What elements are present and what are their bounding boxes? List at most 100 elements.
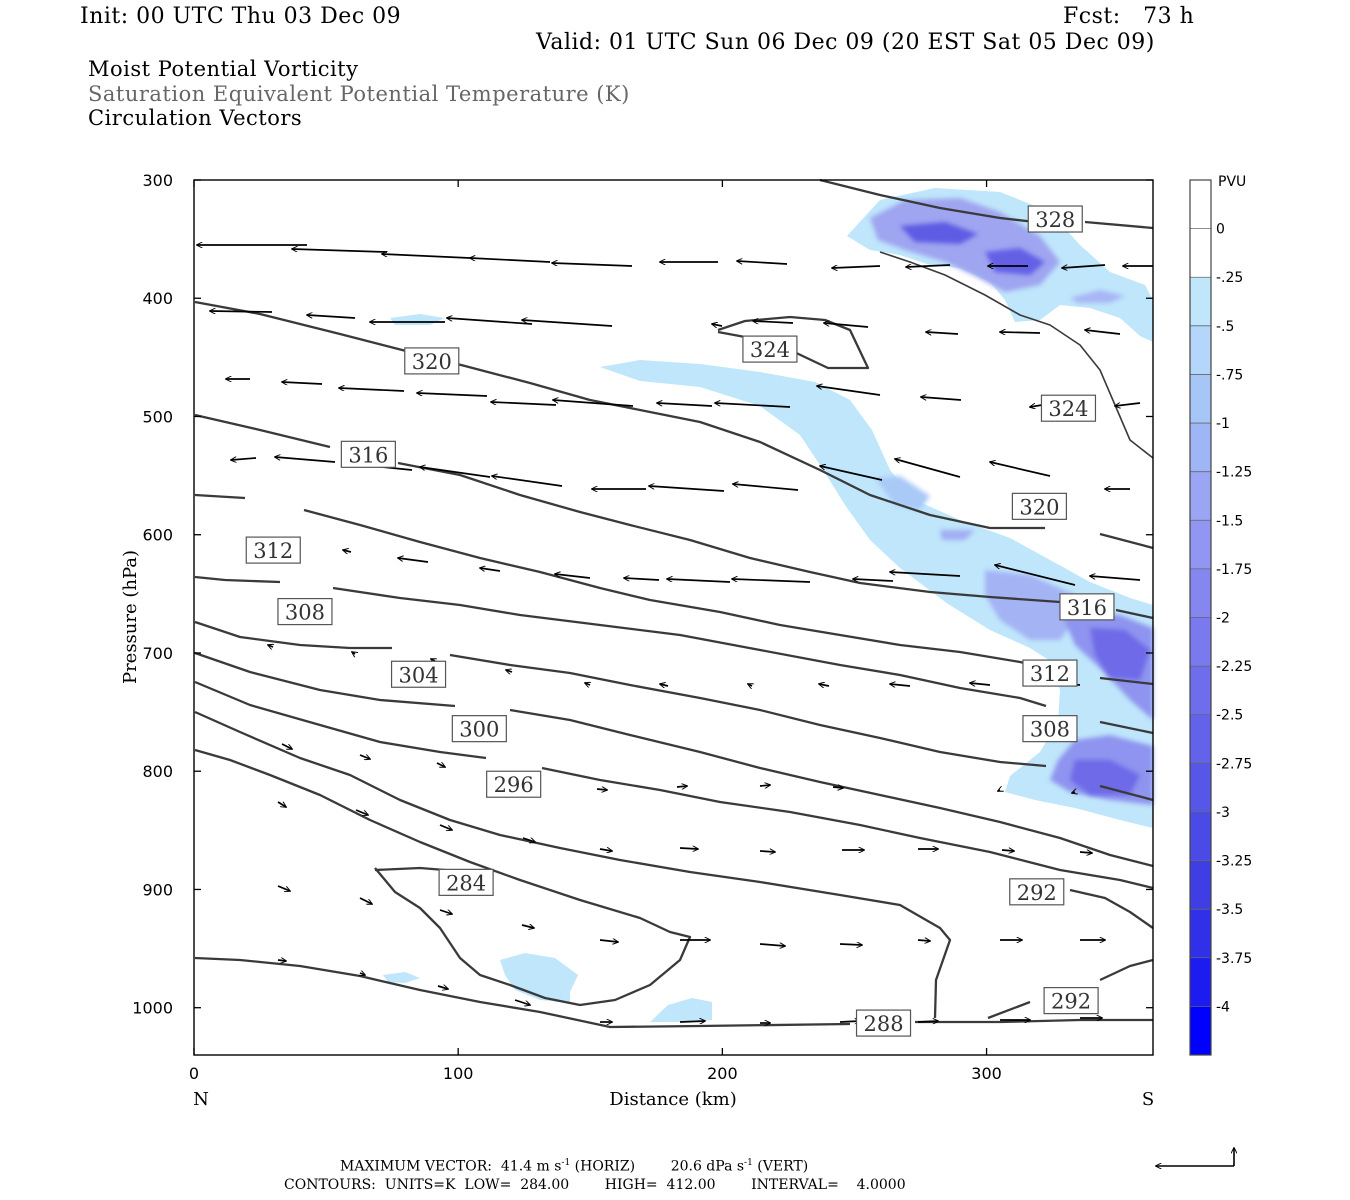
y-tick-label: 900 bbox=[142, 880, 173, 899]
pv-shading bbox=[383, 188, 1153, 1022]
max-vector-info: MAXIMUM VECTOR: 41.4 m s-1 (HORIZ) 20.6 … bbox=[340, 1158, 809, 1175]
circulation-vector bbox=[553, 400, 634, 407]
circulation-vector bbox=[522, 837, 535, 842]
colorbar-label: 0 bbox=[1216, 222, 1225, 238]
circulation-vector bbox=[660, 684, 669, 686]
y-tick-label: 400 bbox=[142, 289, 173, 308]
pv-colorbar: 0 -.25 -.5 -.75 -1 -1.25 -1.5 -1.75 -2 -2.25 -2.5 -… bbox=[1189, 179, 1252, 1056]
isentrope-292-right bbox=[1069, 888, 1154, 929]
colorbar-label: -3.25 bbox=[1216, 854, 1252, 870]
circulation-vector bbox=[307, 315, 356, 319]
x-end-label-south: S bbox=[1142, 1089, 1154, 1110]
contour-label: 312 bbox=[1030, 662, 1070, 686]
circulation-vector bbox=[832, 266, 881, 268]
colorbar-label: -1 bbox=[1216, 416, 1230, 432]
y-tick-label: 300 bbox=[142, 171, 173, 190]
colorbar-label: -3 bbox=[1216, 805, 1230, 821]
circulation-vector bbox=[906, 265, 951, 267]
circulation-vector bbox=[439, 909, 452, 914]
y-axis-label: Pressure (hPa) bbox=[120, 550, 141, 684]
x-axis: 0 100 200 300 bbox=[189, 180, 1002, 1083]
isentrope-292-lower bbox=[987, 958, 1154, 1020]
init-time: Init: 00 UTC Thu 03 Dec 09 bbox=[80, 4, 402, 29]
contour-label-box bbox=[486, 770, 542, 798]
colorbar-label: -2 bbox=[1216, 611, 1230, 627]
x-tick-label: 100 bbox=[443, 1064, 474, 1083]
circulation-vector bbox=[819, 684, 830, 686]
circulation-vector bbox=[439, 824, 452, 830]
contour-label-box bbox=[1009, 878, 1065, 906]
colorbar-swatch bbox=[1190, 666, 1211, 716]
y-tick-label: 600 bbox=[142, 526, 173, 545]
isentrope-312 bbox=[194, 493, 1154, 686]
field-title-mpv: Moist Potential Vorticity bbox=[88, 57, 359, 81]
circulation-vector bbox=[277, 960, 286, 961]
circulation-vector bbox=[343, 550, 352, 552]
colorbar-swatch bbox=[1190, 860, 1211, 910]
circulation-vector bbox=[748, 683, 752, 686]
circulation-vector bbox=[679, 848, 698, 849]
circulation-vector bbox=[470, 258, 551, 263]
circulation-vector bbox=[657, 403, 713, 407]
colorbar-label: -2.75 bbox=[1216, 756, 1252, 772]
circulation-vector bbox=[417, 393, 488, 397]
contour-label-box bbox=[742, 335, 798, 363]
contour-label: 304 bbox=[399, 663, 439, 687]
circulation-vector bbox=[420, 467, 491, 478]
circulation-vector bbox=[890, 572, 961, 577]
circulation-vector bbox=[231, 458, 257, 460]
circulation-vector bbox=[521, 925, 534, 928]
contour-label-box bbox=[1027, 205, 1083, 233]
circulation-vector bbox=[277, 885, 290, 891]
colorbar-label: -2.25 bbox=[1216, 659, 1252, 675]
circulation-vector bbox=[447, 318, 533, 325]
isentrope-308 bbox=[194, 575, 1154, 735]
y-tick-label: 500 bbox=[142, 407, 173, 426]
colorbar-swatch bbox=[1190, 180, 1211, 230]
contour-label: 316 bbox=[1067, 596, 1107, 620]
circulation-vector bbox=[382, 254, 471, 259]
circulation-vector bbox=[759, 851, 775, 852]
contour-label: 320 bbox=[1019, 495, 1059, 519]
circulation-vector bbox=[926, 332, 959, 334]
colorbar-label: -1.25 bbox=[1216, 465, 1252, 481]
circulation-vector bbox=[1000, 332, 1041, 333]
pv-region-dark bbox=[900, 222, 1150, 795]
circulation-vector bbox=[679, 1021, 705, 1022]
colorbar-label: -2.5 bbox=[1216, 708, 1243, 724]
contour-label-box bbox=[1011, 492, 1067, 520]
circulation-vector bbox=[282, 382, 323, 384]
circulation-vector bbox=[753, 321, 794, 323]
colorbar-swatch bbox=[1190, 1006, 1211, 1056]
circulation-vector bbox=[1115, 402, 1141, 406]
colorbar-label: -1.75 bbox=[1216, 562, 1252, 578]
isentrope-320 bbox=[194, 300, 1154, 550]
circulation-vector bbox=[339, 388, 405, 392]
colorbar-swatch bbox=[1190, 811, 1211, 862]
colorbar-swatch bbox=[1190, 423, 1211, 473]
circulation-vector bbox=[555, 574, 591, 579]
circulation-vector bbox=[360, 973, 365, 975]
circulation-vector bbox=[712, 324, 723, 326]
contour-label: 308 bbox=[1030, 718, 1070, 742]
circulation-vector bbox=[759, 785, 770, 786]
contour-labels: 328 324 324 320 320 316 316 312 312 308 308 304 300 2… bbox=[245, 205, 1115, 1037]
circulation-vector bbox=[995, 565, 1076, 586]
contour-label: 300 bbox=[459, 718, 499, 742]
circulation-vector bbox=[1085, 330, 1121, 335]
circulation-vector bbox=[649, 486, 725, 492]
colorbar-swatch bbox=[1190, 277, 1211, 327]
contour-label: 320 bbox=[412, 350, 452, 374]
colorbar-swatch bbox=[1190, 763, 1211, 813]
circulation-vector bbox=[268, 645, 273, 647]
circulation-vector bbox=[817, 386, 881, 396]
contour-label: 328 bbox=[1035, 208, 1075, 232]
x-tick-label: 200 bbox=[707, 1064, 738, 1083]
contour-label-box bbox=[404, 347, 460, 375]
contour-label-box bbox=[438, 868, 494, 896]
colorbar-label: -3.5 bbox=[1216, 902, 1243, 918]
x-tick-label: 0 bbox=[189, 1064, 199, 1083]
y-tick-label: 1000 bbox=[132, 999, 173, 1018]
contour-label-box bbox=[1022, 659, 1078, 687]
circulation-vector bbox=[352, 652, 355, 654]
